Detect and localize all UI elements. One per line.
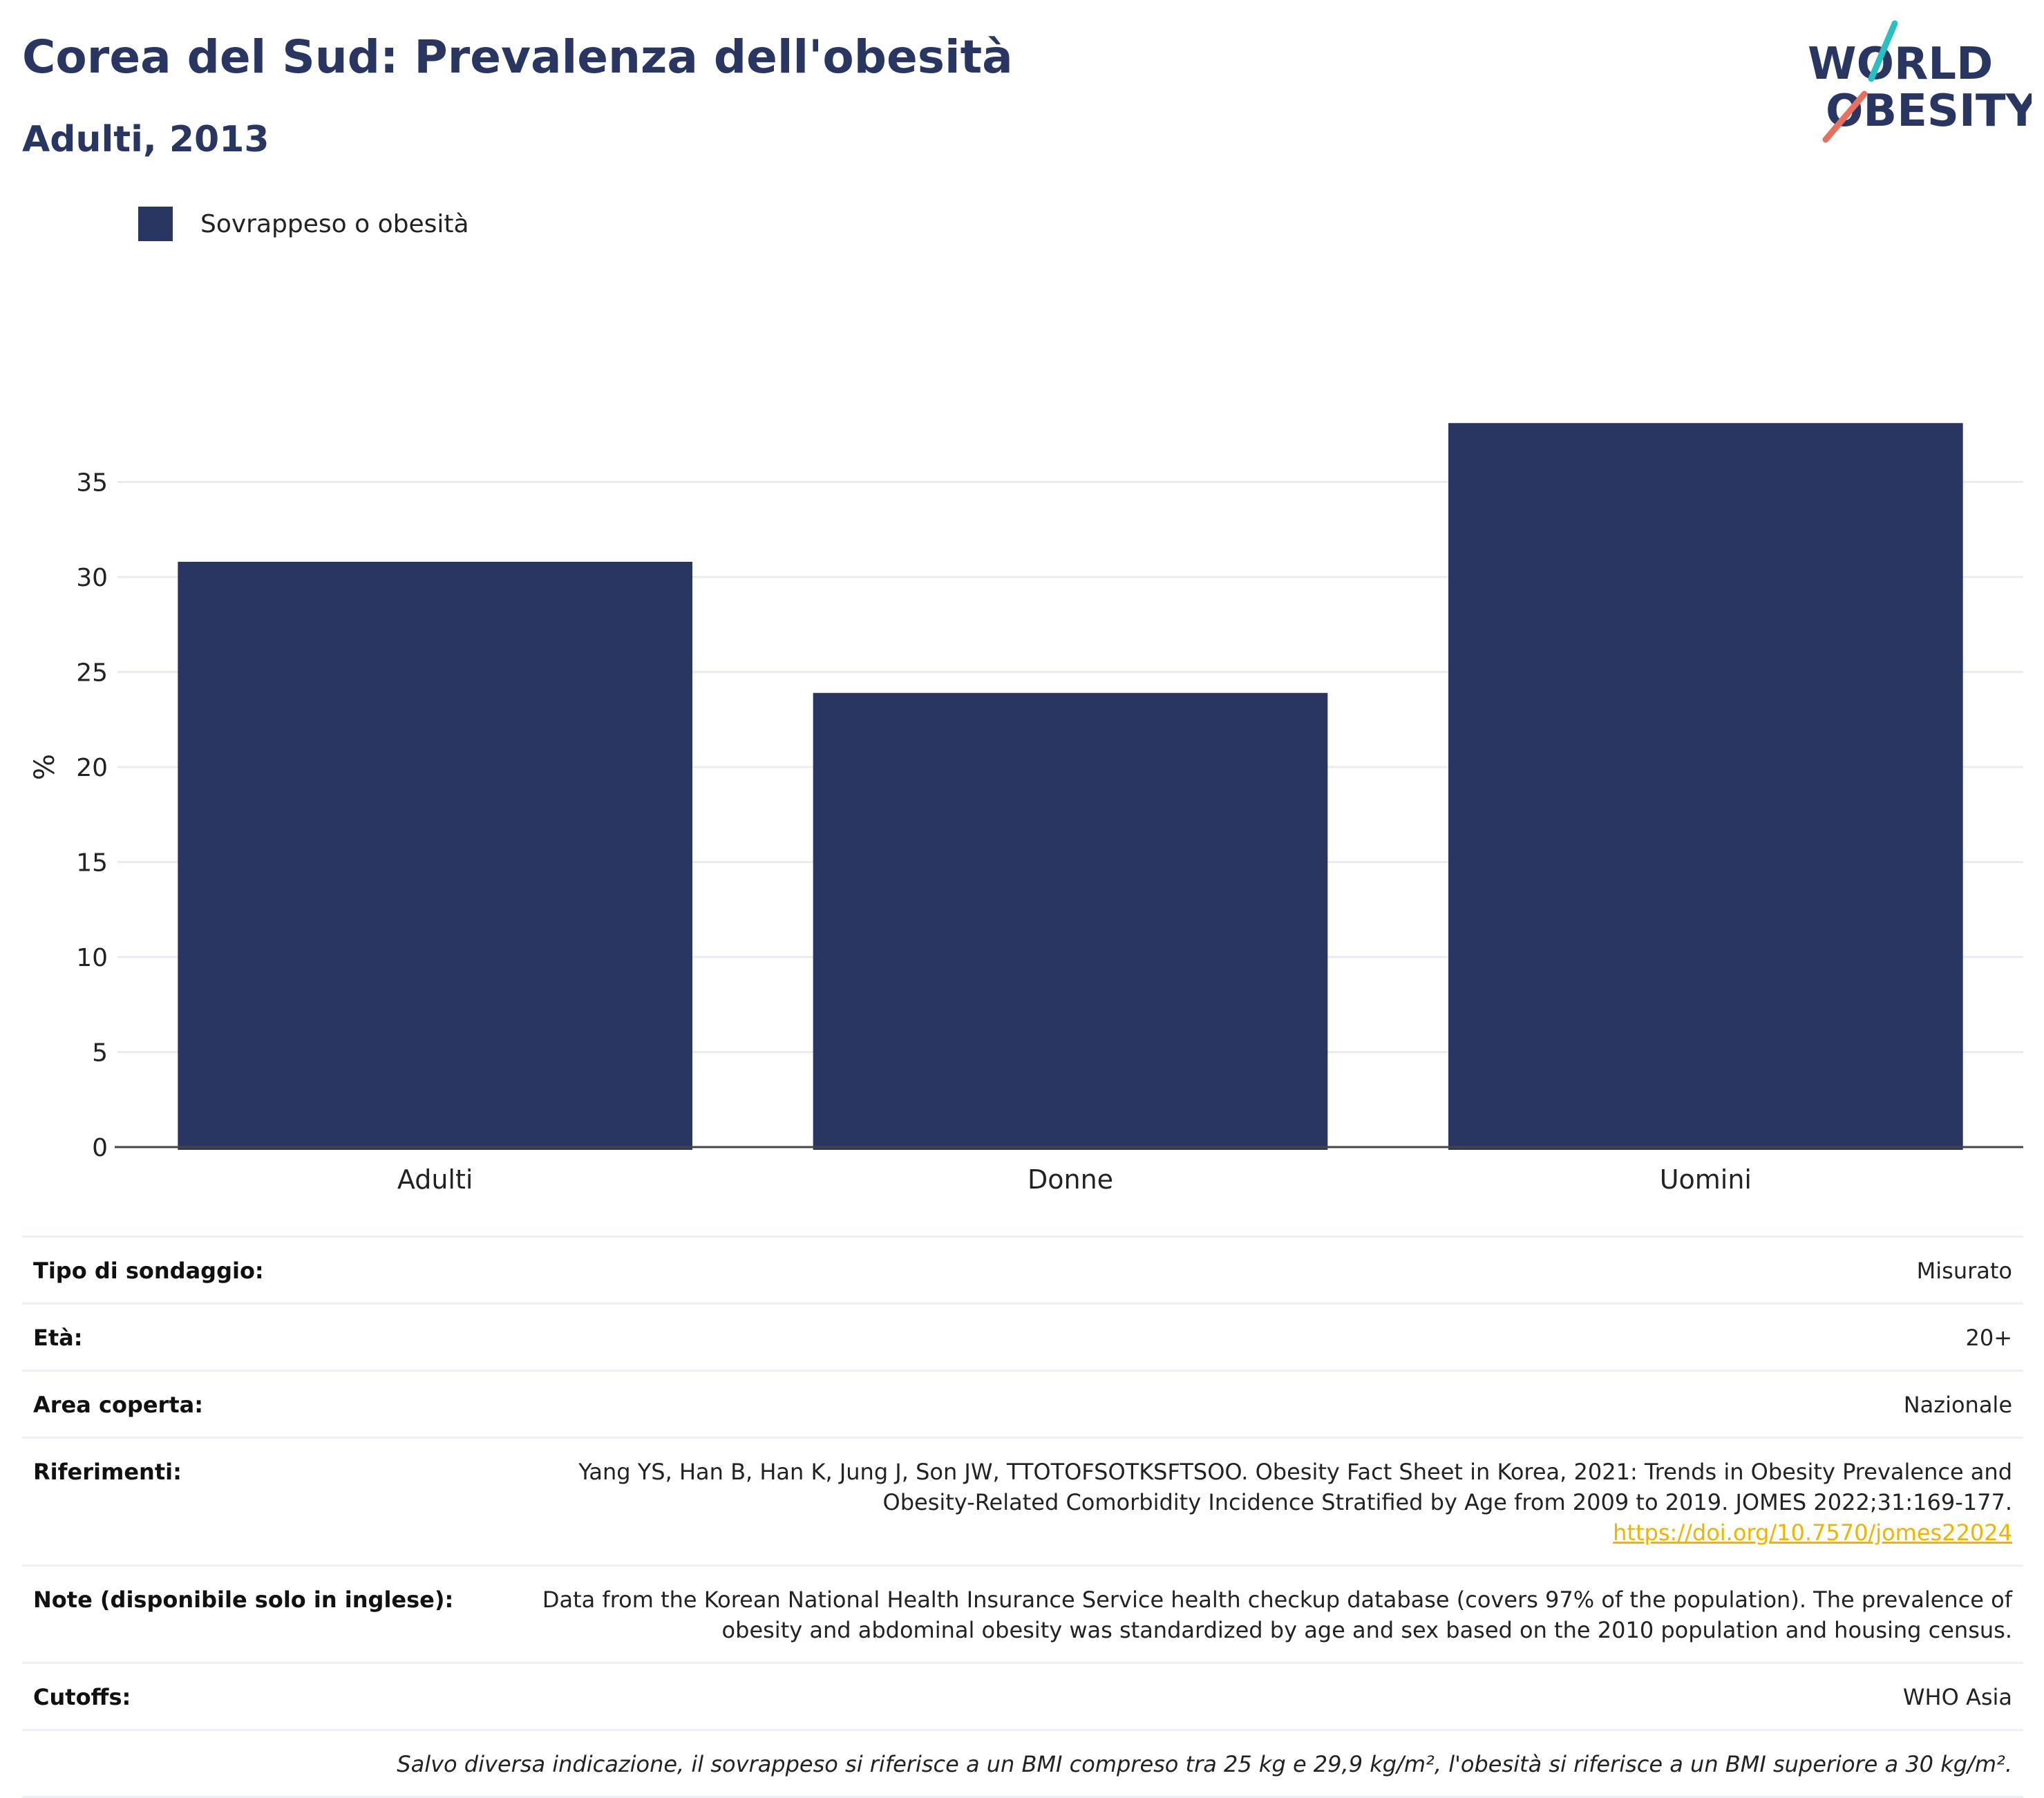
x-tick-label: Donne [1028,1164,1113,1195]
notes-line-2: obesity and abdominal obesity was standa… [721,1617,2012,1643]
info-row-area: Area coperta: Nazionale [22,1370,2023,1437]
notes-line-1: Data from the Korean National Health Ins… [542,1587,2012,1613]
x-tick-label: Uomini [1660,1164,1752,1195]
logo-slash-coral [1822,91,1868,143]
bar-uomini [1448,423,1963,1150]
references-line-2: Obesity-Related Comorbidity Incidence St… [882,1489,2012,1515]
legend-swatch [138,207,173,241]
info-table: Tipo di sondaggio: Misurato Età: 20+ Are… [22,1236,2023,1798]
age-value: 20+ [1965,1325,2012,1351]
cutoffs-value: WHO Asia [1902,1684,2012,1710]
survey-type-value: Misurato [1916,1258,2012,1284]
page-title: Corea del Sud: Prevalenza dell'obesità [22,30,1013,84]
y-tick-label: 15 [76,849,108,878]
bar-chart: 0 5 10 15 20 25 30 35% Adulti Donne Uomini [29,423,2023,1195]
cutoffs-label: Cutoffs: [33,1684,131,1710]
info-row-survey-type: Tipo di sondaggio: Misurato [22,1236,2023,1303]
y-tick-label: 5 [92,1039,108,1068]
y-tick-label: 10 [76,944,108,972]
notes-label: Note (disponibile solo in inglese): [33,1587,454,1613]
bar-adulti [178,562,692,1150]
x-tick-label: Adulti [397,1164,473,1195]
notes-value: Data from the Korean National Health Ins… [542,1584,2012,1645]
logo-text-obesity: OBESITY [1826,86,2032,137]
references-value: Yang YS, Han B, Han K, Jung J, Son JW, T… [578,1457,2012,1548]
y-tick-label: 25 [76,659,108,688]
y-axis-title: % [29,754,61,780]
chart-legend: Sovrappeso o obesità [138,206,469,242]
references-doi-link[interactable]: https://doi.org/10.7570/jomes22024 [1613,1520,2012,1546]
logo-text-world: WORLD [1808,39,1993,90]
y-tick-label: 0 [92,1134,108,1162]
legend-label: Sovrappeso o obesità [200,209,469,238]
y-tick-label: 20 [76,754,108,782]
info-row-notes: Note (disponibile solo in inglese): Data… [22,1564,2023,1662]
world-obesity-logo: WORLD OBESITY [1808,20,2032,143]
area-label: Area coperta: [33,1392,204,1418]
info-row-references: Riferimenti: Yang YS, Han B, Han K, Jung… [22,1437,2023,1564]
info-row-cutoffs: Cutoffs: WHO Asia [22,1662,2023,1729]
bar-donne [813,692,1328,1150]
y-tick-label: 30 [76,564,108,592]
logo-slash-teal [1868,20,1898,82]
references-label: Riferimenti: [33,1459,182,1485]
survey-type-label: Tipo di sondaggio: [33,1258,264,1284]
info-row-age: Età: 20+ [22,1303,2023,1370]
page-subtitle: Adulti, 2013 [22,119,269,160]
bmi-footnote: Salvo diversa indicazione, il sovrappeso… [22,1729,2023,1798]
y-tick-label: 35 [76,469,108,498]
references-line-1: Yang YS, Han B, Han K, Jung J, Son JW, T… [578,1459,2012,1485]
area-value: Nazionale [1903,1392,2012,1418]
age-label: Età: [33,1325,83,1351]
